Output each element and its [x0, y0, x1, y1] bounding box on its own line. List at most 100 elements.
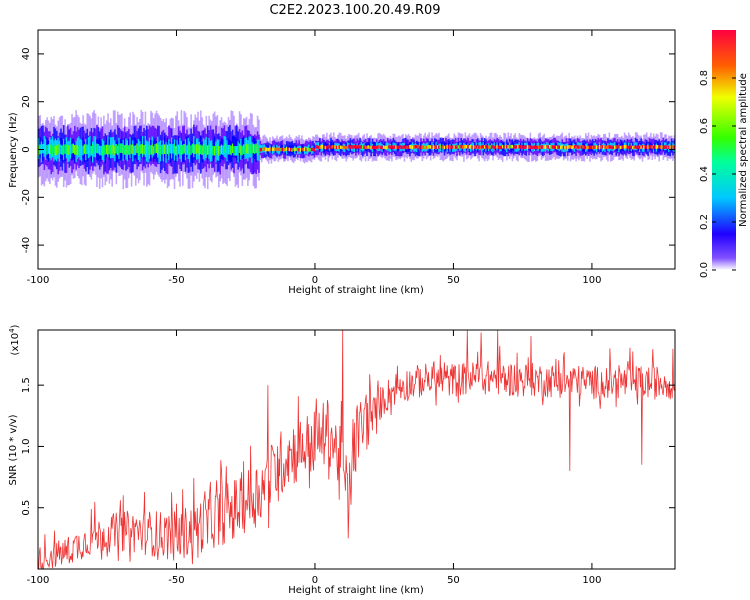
heatmap-cell	[222, 145, 224, 156]
heatmap-cell	[212, 145, 215, 156]
heatmap-cell	[432, 145, 435, 150]
heatmap-cell	[338, 145, 341, 149]
heatmap-cell	[364, 145, 367, 149]
heatmap-cell	[337, 145, 339, 150]
heatmap-cell	[561, 144, 564, 149]
heatmap-cell	[90, 146, 93, 156]
heatmap-cell	[389, 145, 392, 149]
heatmap-cell	[626, 145, 629, 149]
heatmap-cell	[359, 145, 361, 150]
heatmap-cell	[97, 144, 100, 154]
heatmap-cell	[146, 144, 148, 154]
heatmap-cell	[101, 146, 104, 156]
heatmap-cell	[314, 145, 317, 149]
heatmap-cell	[112, 143, 115, 154]
heatmap-cell	[396, 145, 399, 149]
heatmap-cell	[134, 145, 137, 155]
x-tick-label: 100	[582, 275, 601, 286]
heatmap-cell	[446, 145, 449, 149]
heatmap-cell	[380, 145, 382, 150]
heatmap-cell	[392, 145, 395, 150]
heatmap-cell	[475, 145, 478, 149]
y-tick-label: 20	[21, 95, 32, 108]
heatmap-cell	[175, 145, 177, 156]
heatmap-cell	[350, 144, 353, 149]
heatmap-cell	[506, 144, 508, 149]
heatmap-cell	[650, 144, 652, 149]
heatmap-cell	[198, 145, 201, 156]
heatmap-cell	[201, 145, 204, 156]
heatmap-cell	[607, 145, 609, 149]
heatmap-cell	[184, 144, 187, 154]
heatmap-cell	[490, 145, 493, 149]
heatmap-cell	[672, 144, 674, 149]
colorbar-tick-label: 0.2	[699, 214, 710, 230]
heatmap-cell	[306, 147, 309, 151]
heatmap-cell	[620, 145, 623, 150]
heatmap-cell	[60, 144, 62, 155]
heatmap-cell	[54, 145, 57, 156]
heatmap-cell	[165, 145, 167, 156]
heatmap-cell	[356, 145, 359, 150]
snr-line	[37, 329, 676, 570]
heatmap-cell	[341, 145, 343, 150]
y-tick-label: -20	[21, 189, 32, 205]
heatmap-cell	[355, 144, 357, 149]
heatmap-cell	[374, 145, 377, 150]
heatmap-cell	[360, 145, 363, 149]
heatmap-cell	[247, 144, 249, 154]
heatmap-cell	[104, 145, 107, 155]
heatmap-cell	[539, 145, 541, 149]
heatmap-cell	[665, 145, 667, 149]
heatmap-cell	[209, 144, 212, 155]
heatmap-cell	[136, 143, 138, 154]
heatmap-cell	[614, 145, 616, 150]
heatmap-cell	[550, 145, 552, 149]
heatmap-cell	[285, 147, 288, 151]
heatmap-cell	[105, 144, 108, 155]
heatmap-cell	[255, 143, 258, 154]
heatmap-cell	[403, 145, 406, 149]
heatmap-cell	[72, 143, 75, 154]
heatmap-cell	[445, 144, 447, 149]
x-tick-label: -100	[27, 275, 50, 286]
heatmap-cell	[78, 146, 80, 156]
heatmap-cell	[130, 144, 133, 155]
heatmap-cell	[673, 145, 676, 150]
heatmap-cell	[589, 145, 591, 150]
heatmap-cell	[206, 145, 209, 155]
heatmap-cell	[627, 145, 630, 150]
heatmap-cell	[64, 144, 66, 154]
heatmap-cell	[49, 144, 51, 155]
heatmap-cell	[637, 145, 640, 149]
heatmap-cell	[89, 144, 91, 155]
heatmap-cell	[656, 145, 659, 149]
heatmap-cell	[460, 144, 462, 149]
heatmap-cell	[204, 144, 206, 154]
x-tick-label: 50	[447, 275, 460, 286]
heatmap-cell	[118, 143, 120, 154]
heatmap-cell	[503, 145, 505, 150]
heatmap-cell	[384, 145, 386, 150]
spectrogram-x-ticks: -100 -50 0 50 100	[27, 30, 601, 286]
heatmap-cell	[288, 147, 291, 152]
heatmap-cell	[532, 145, 534, 150]
heatmap-cell	[331, 144, 334, 149]
heatmap-cell	[458, 144, 461, 149]
heatmap-cell	[187, 144, 190, 154]
heatmap-cell	[116, 145, 119, 156]
heatmap-cell	[168, 146, 170, 156]
heatmap-cell	[512, 145, 515, 150]
heatmap-cell	[565, 145, 568, 150]
heatmap-cell	[248, 144, 251, 154]
heatmap-cell	[586, 145, 588, 150]
heatmap-cell	[137, 146, 140, 156]
heatmap-cell	[303, 147, 306, 152]
heatmap-cell	[511, 144, 514, 149]
heatmap-cell	[452, 145, 454, 149]
heatmap-cell	[510, 144, 512, 149]
heatmap-cell	[378, 145, 381, 149]
heatmap-cell	[193, 144, 195, 155]
heatmap-cell	[353, 144, 356, 149]
heatmap-cell	[299, 148, 302, 152]
